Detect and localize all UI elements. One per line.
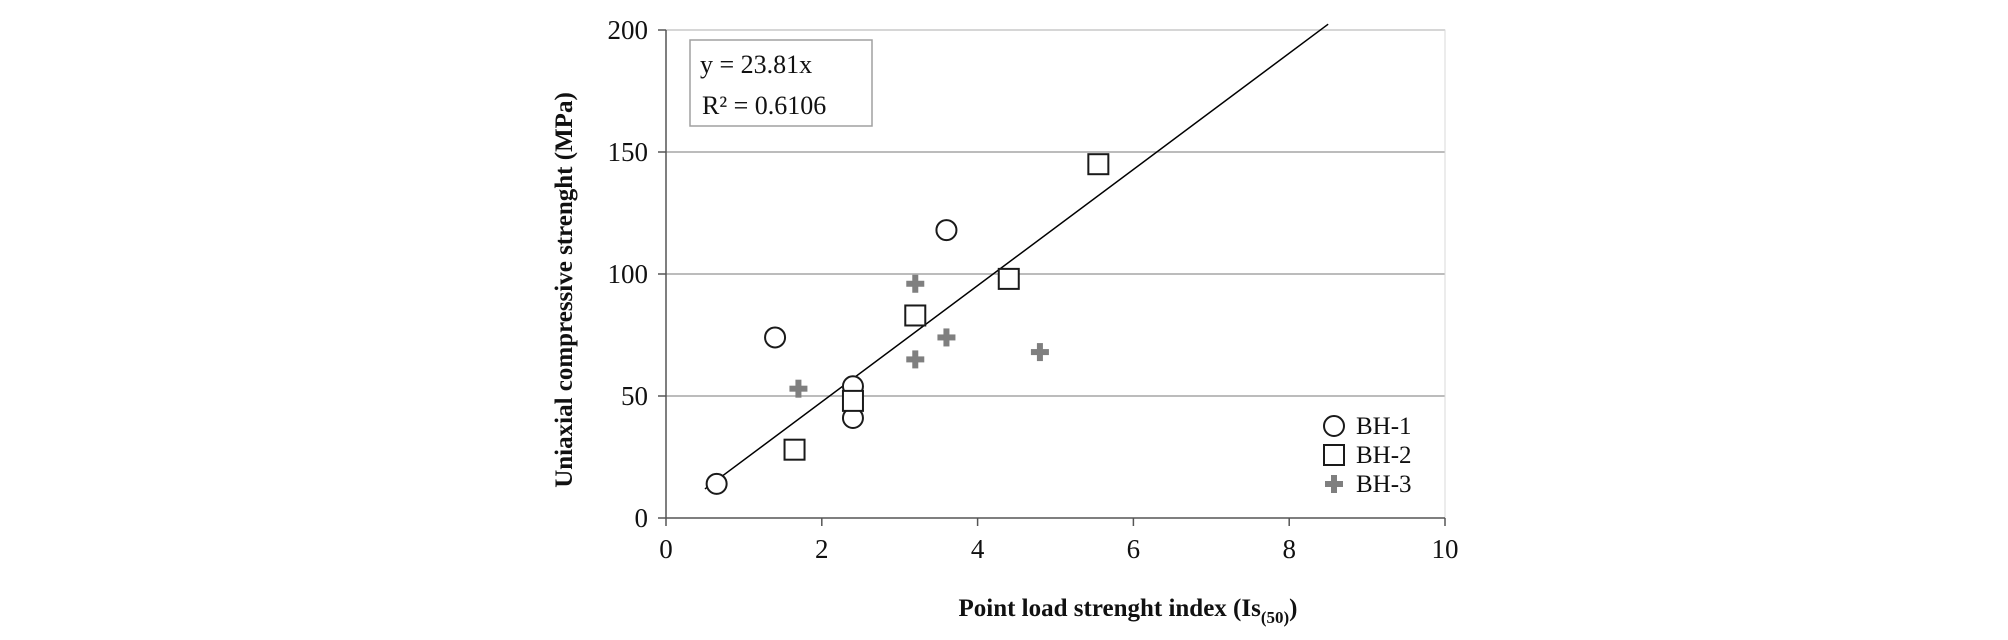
data-point-bh-3-4	[1030, 343, 1049, 362]
x-axis-label-close: )	[1289, 595, 1297, 622]
data-point-bh-2-1	[841, 389, 864, 412]
legend-label-bh-3: BH-3	[1356, 471, 1412, 498]
equation-box: y = 23.81x R² = 0.6106	[689, 39, 873, 127]
y-axis-label: Uniaxial compressive strenght (MPa)	[551, 92, 578, 488]
data-point-bh-2-0	[783, 438, 806, 461]
legend-label-bh-1: BH-1	[1356, 413, 1412, 440]
data-point-bh-1-4	[935, 219, 958, 242]
data-point-bh-3-0	[789, 379, 808, 398]
trend-r-squared: R² = 0.6106	[702, 91, 826, 120]
data-point-bh-2-2	[904, 304, 927, 327]
data-point-bh-3-1	[906, 274, 925, 293]
x-axis-label-main: Point load strenght index (Is	[958, 595, 1261, 622]
data-point-bh-3-4-v	[1036, 343, 1043, 362]
x-axis-label: Point load strenght index (Is(50))	[958, 595, 1297, 627]
legend-marker-bh-3-v	[1331, 475, 1337, 493]
x-tick-label-8: 8	[1282, 534, 1296, 564]
y-tick-label-200: 200	[608, 15, 649, 45]
x-tick-label-0: 0	[659, 534, 673, 564]
data-point-bh-2-4	[1087, 153, 1110, 176]
data-point-bh-1-1	[764, 326, 787, 349]
x-tick-label-10: 10	[1432, 534, 1459, 564]
trend-equation: y = 23.81x	[700, 50, 812, 79]
data-point-bh-3-0-v	[795, 379, 802, 398]
data-point-bh-3-2-v	[912, 350, 919, 369]
legend-marker-bh-1	[1323, 415, 1345, 437]
y-tick-label-50: 50	[621, 381, 648, 411]
data-point-bh-2-3	[997, 267, 1020, 290]
y-tick-labels: 0 50 100 150 200	[608, 15, 649, 533]
y-tick-label-0: 0	[635, 503, 649, 533]
x-tick-label-6: 6	[1127, 534, 1141, 564]
data-point-bh-3-1-v	[912, 274, 919, 293]
trend-line	[704, 23, 1329, 490]
data-point-bh-3-3-v	[943, 328, 950, 347]
legend: BH-1BH-2BH-3	[1323, 413, 1412, 498]
data-point-bh-1-0	[705, 472, 728, 495]
data-point-bh-3-3	[937, 328, 956, 347]
x-tick-label-2: 2	[815, 534, 829, 564]
x-axis-label-subscript: (50)	[1261, 608, 1289, 627]
y-tick-label-100: 100	[608, 259, 649, 289]
x-tick-label-4: 4	[971, 534, 985, 564]
y-tick-label-150: 150	[608, 137, 649, 167]
axes	[658, 29, 1446, 526]
x-tick-labels: 0 2 4 6 8 10	[659, 534, 1458, 564]
legend-label-bh-2: BH-2	[1356, 442, 1412, 469]
data-point-bh-3-2	[906, 350, 925, 369]
legend-marker-bh-2	[1323, 444, 1345, 466]
legend-marker-bh-3	[1325, 475, 1343, 493]
data-points	[705, 153, 1110, 495]
